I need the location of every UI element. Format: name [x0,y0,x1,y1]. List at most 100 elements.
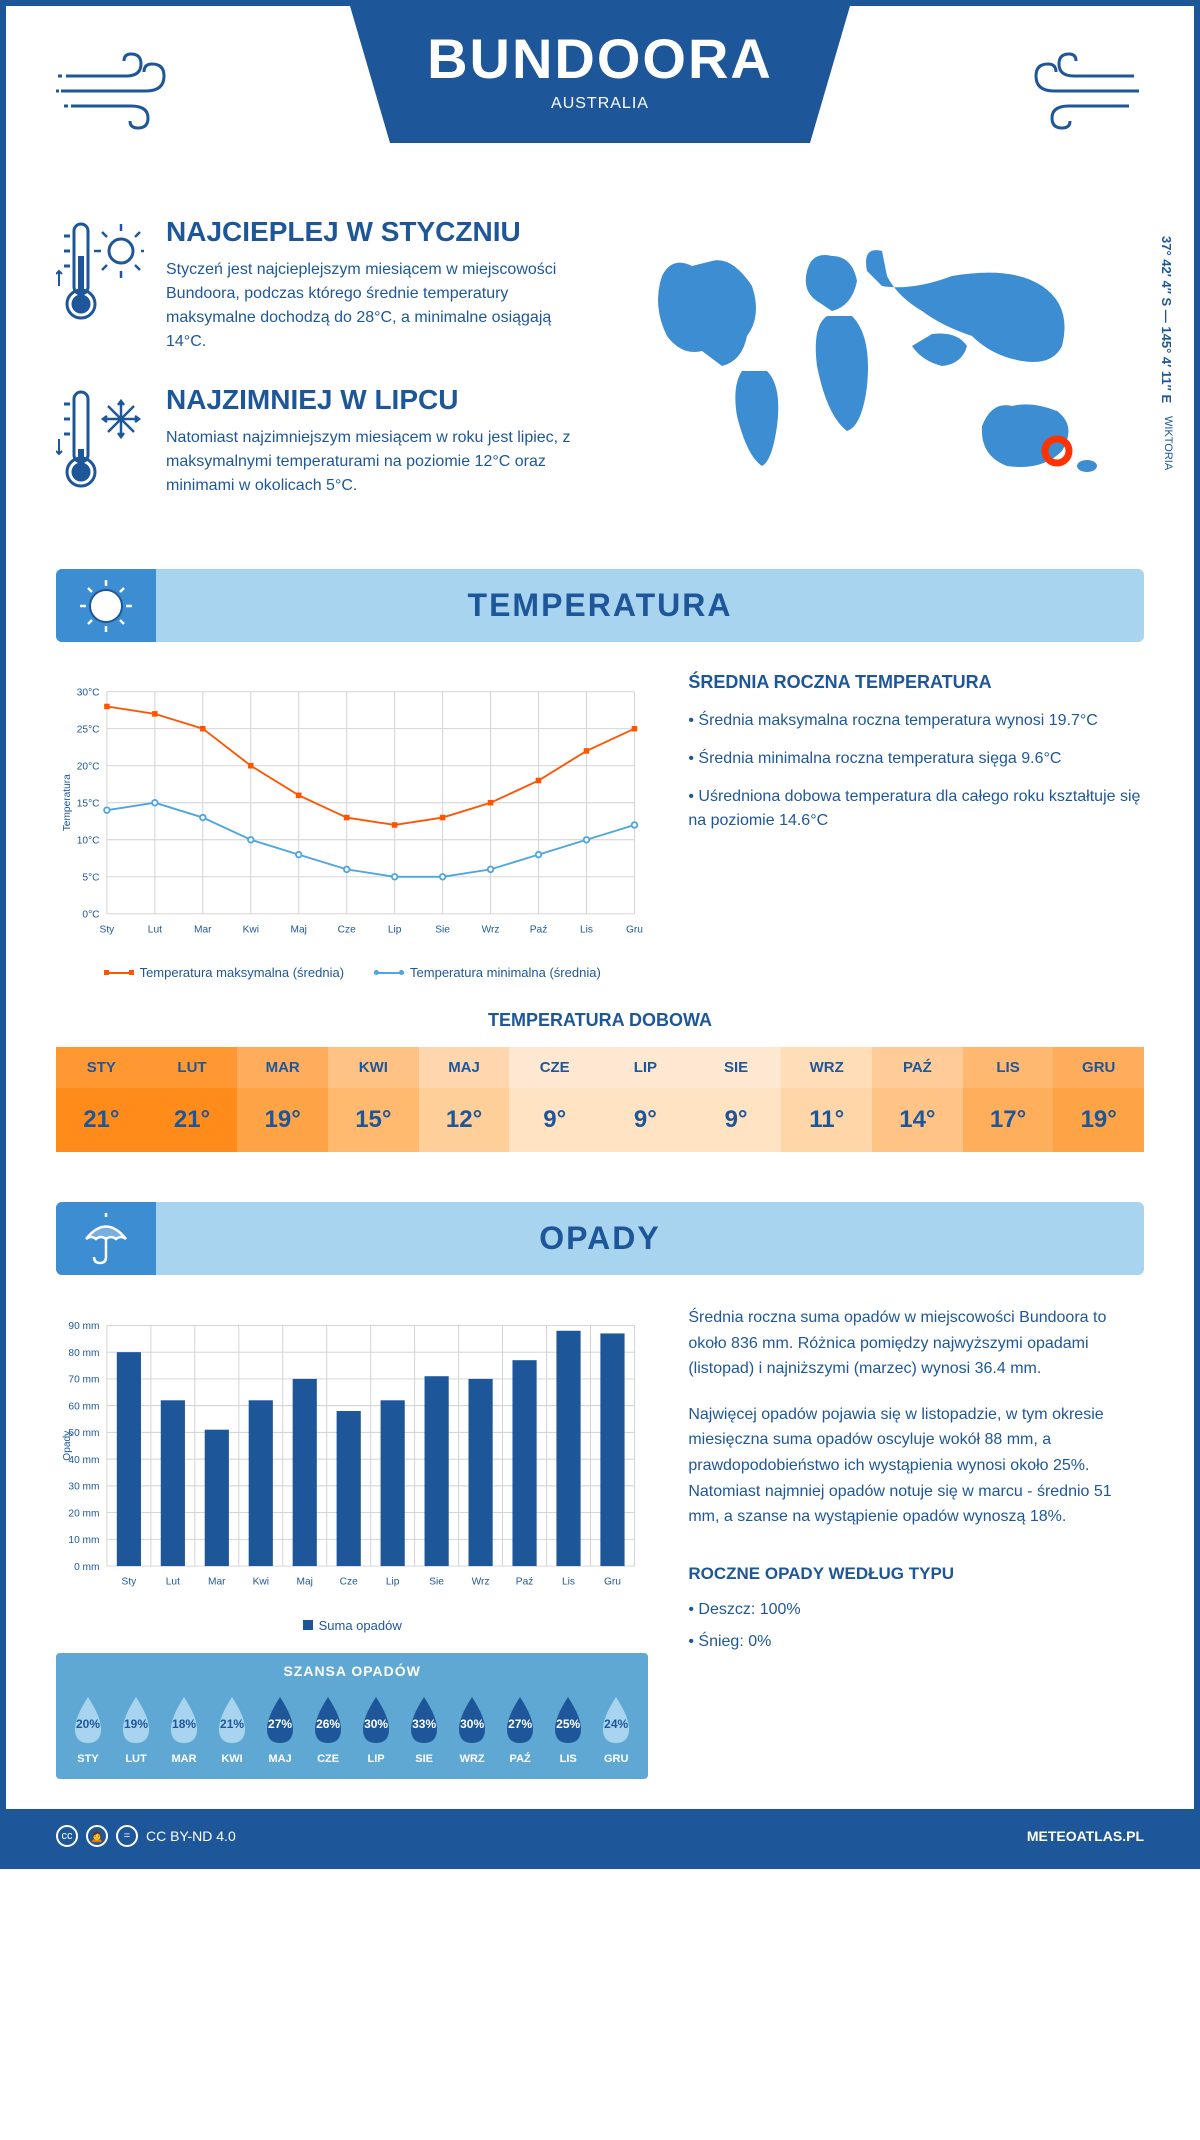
svg-text:Gru: Gru [604,1577,621,1588]
svg-text:15°C: 15°C [77,798,100,809]
coldest-text: Natomiast najzimniejszym miesiącem w rok… [166,426,580,498]
chance-month: CZE [307,1753,349,1765]
svg-text:10 mm: 10 mm [68,1535,99,1546]
svg-text:Gru: Gru [626,924,643,935]
svg-text:70 mm: 70 mm [68,1375,99,1386]
page-subtitle: AUSTRALIA [410,95,790,113]
svg-text:5°C: 5°C [82,872,99,883]
chance-month: STY [67,1753,109,1765]
temp-col-month: SIE [691,1047,782,1088]
svg-text:Sie: Sie [429,1577,444,1588]
svg-text:Temperatura: Temperatura [62,774,73,831]
raindrop-icon: 18% [163,1695,205,1747]
svg-text:80 mm: 80 mm [68,1348,99,1359]
temp-table-col: WRZ11° [781,1047,872,1152]
raindrop-icon: 27% [259,1695,301,1747]
chance-value: 26% [316,1717,340,1731]
temp-col-value: 12° [419,1088,510,1152]
temperature-section-header: TEMPERATURA [56,569,1144,642]
chance-item: 21% KWI [211,1695,253,1765]
svg-text:Kwi: Kwi [243,924,259,935]
chance-month: SIE [403,1753,445,1765]
svg-text:0 mm: 0 mm [74,1562,99,1573]
svg-text:40 mm: 40 mm [68,1455,99,1466]
temp-info-point: • Średnia minimalna roczna temperatura s… [688,747,1144,771]
temp-table-col: LIP9° [600,1047,691,1152]
chance-month: KWI [211,1753,253,1765]
header-banner: BUNDOORA AUSTRALIA [350,6,850,143]
temp-col-value: 9° [600,1088,691,1152]
daily-temp-title: TEMPERATURA DOBOWA [56,1010,1144,1031]
svg-text:Wrz: Wrz [472,1577,490,1588]
raindrop-icon: 25% [547,1695,589,1747]
chance-value: 25% [556,1717,580,1731]
page: BUNDOORA AUSTRALIA [0,0,1200,1869]
world-map-block: 37° 42′ 4″ S — 145° 4′ 11″ E WIKTORIA [620,216,1144,529]
temp-table-col: MAR19° [237,1047,328,1152]
footer-site: METEOATLAS.PL [1027,1828,1144,1844]
temp-col-month: LIS [963,1047,1054,1088]
header: BUNDOORA AUSTRALIA [6,6,1194,186]
chance-value: 30% [364,1717,388,1731]
temp-col-month: MAJ [419,1047,510,1088]
temp-col-value: 9° [509,1088,600,1152]
svg-text:Opady: Opady [62,1430,73,1461]
raindrop-icon: 30% [355,1695,397,1747]
temp-col-month: GRU [1053,1047,1144,1088]
chance-month: LIP [355,1753,397,1765]
temperature-content: 0°C5°C10°C15°C20°C25°C30°CStyLutMarKwiMa… [6,672,1194,1010]
chance-item: 30% WRZ [451,1695,493,1765]
temperature-legend: Temperatura maksymalna (średnia) Tempera… [56,965,648,980]
warmest-title: NAJCIEPLEJ W STYCZNIU [166,216,580,248]
legend-min: Temperatura minimalna (średnia) [374,965,601,980]
svg-text:Sie: Sie [435,924,450,935]
temp-table-col: LUT21° [147,1047,238,1152]
cc-icon: cc [56,1825,78,1847]
chance-month: LUT [115,1753,157,1765]
precip-legend: Suma opadów [56,1618,648,1633]
svg-text:Mar: Mar [194,924,212,935]
svg-text:60 mm: 60 mm [68,1401,99,1412]
temp-col-month: LIP [600,1047,691,1088]
raindrop-icon: 20% [67,1695,109,1747]
temperature-line-chart: 0°C5°C10°C15°C20°C25°C30°CStyLutMarKwiMa… [56,672,648,980]
chance-title: SZANSA OPADÓW [56,1653,648,1689]
temp-col-month: LUT [147,1047,238,1088]
wind-icon [56,46,176,141]
temp-info-title: ŚREDNIA ROCZNA TEMPERATURA [688,672,1144,693]
chance-item: 20% STY [67,1695,109,1765]
svg-text:Kwi: Kwi [253,1577,269,1588]
svg-text:Cze: Cze [340,1577,358,1588]
svg-text:Cze: Cze [338,924,356,935]
sun-icon [56,569,156,642]
temp-col-month: KWI [328,1047,419,1088]
temp-table-col: CZE9° [509,1047,600,1152]
chance-item: 33% SIE [403,1695,445,1765]
chance-value: 19% [124,1717,148,1731]
chance-value: 20% [76,1717,100,1731]
raindrop-icon: 26% [307,1695,349,1747]
precipitation-section-header: OPADY [56,1202,1144,1275]
coldest-block: NAJZIMNIEJ W LIPCU Natomiast najzimniejs… [56,384,580,499]
svg-text:Paź: Paź [530,924,548,935]
temp-col-value: 17° [963,1088,1054,1152]
svg-text:Paź: Paź [516,1577,534,1588]
chance-month: LIS [547,1753,589,1765]
precipitation-bar-chart: 0 mm10 mm20 mm30 mm40 mm50 mm60 mm70 mm8… [56,1305,648,1779]
precipitation-title: OPADY [56,1220,1144,1257]
temp-table-col: LIS17° [963,1047,1054,1152]
warmest-block: NAJCIEPLEJ W STYCZNIU Styczeń jest najci… [56,216,580,354]
chance-value: 27% [268,1717,292,1731]
precipitation-content: 0 mm10 mm20 mm30 mm40 mm50 mm60 mm70 mm8… [6,1305,1194,1809]
svg-text:Maj: Maj [297,1577,313,1588]
svg-text:30 mm: 30 mm [68,1482,99,1493]
chance-value: 27% [508,1717,532,1731]
svg-text:Wrz: Wrz [482,924,500,935]
temp-col-value: 19° [1053,1088,1144,1152]
chance-month: MAR [163,1753,205,1765]
svg-text:25°C: 25°C [77,724,100,735]
temperature-info: ŚREDNIA ROCZNA TEMPERATURA • Średnia mak… [688,672,1144,980]
svg-text:50 mm: 50 mm [68,1428,99,1439]
precip-by-type-title: ROCZNE OPADY WEDŁUG TYPU [688,1560,1144,1587]
svg-text:Lis: Lis [580,924,593,935]
